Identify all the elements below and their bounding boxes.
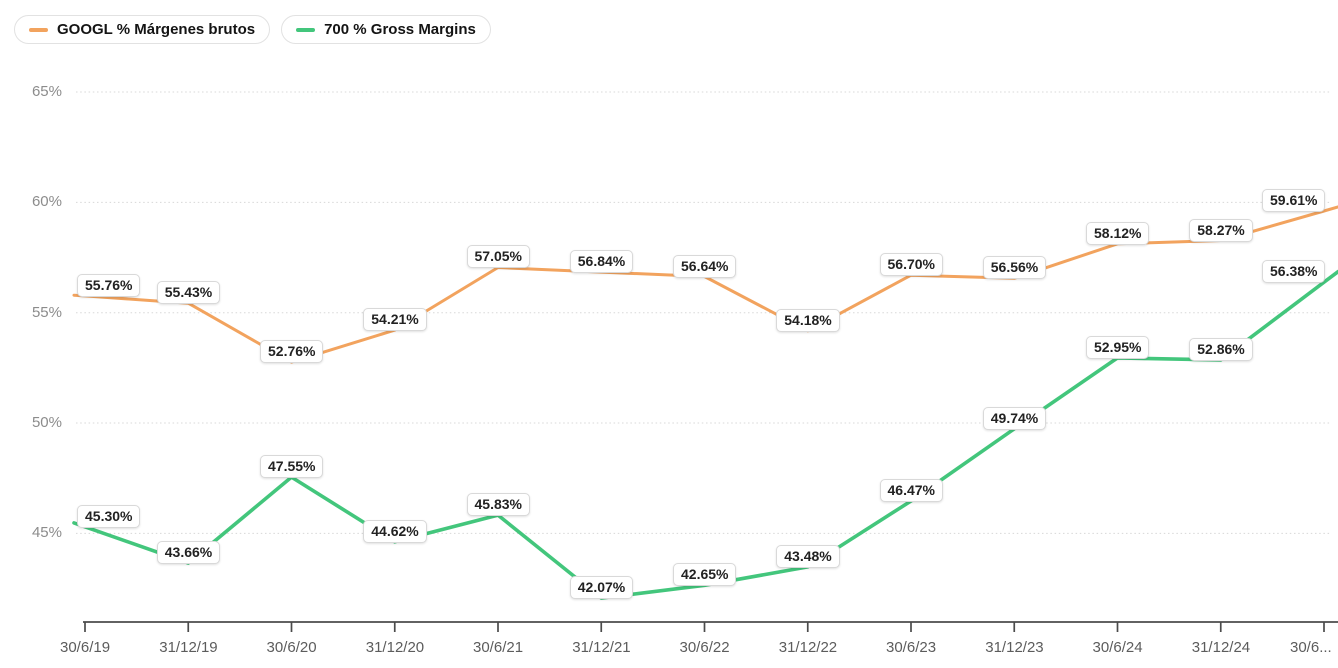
series-line-gross-margins[interactable]: [72, 269, 1338, 600]
legend-label: 700 % Gross Margins: [324, 21, 476, 38]
legend: GOOGL % Márgenes brutos 700 % Gross Margi…: [14, 15, 491, 44]
legend-label: GOOGL % Márgenes brutos: [57, 21, 256, 38]
series-line-googl-margins[interactable]: [72, 205, 1338, 364]
legend-item-gross-margins[interactable]: 700 % Gross Margins: [281, 15, 491, 44]
legend-marker-icon: [296, 27, 316, 32]
legend-item-googl-margins[interactable]: GOOGL % Márgenes brutos: [14, 15, 271, 44]
legend-marker-icon: [29, 27, 48, 32]
